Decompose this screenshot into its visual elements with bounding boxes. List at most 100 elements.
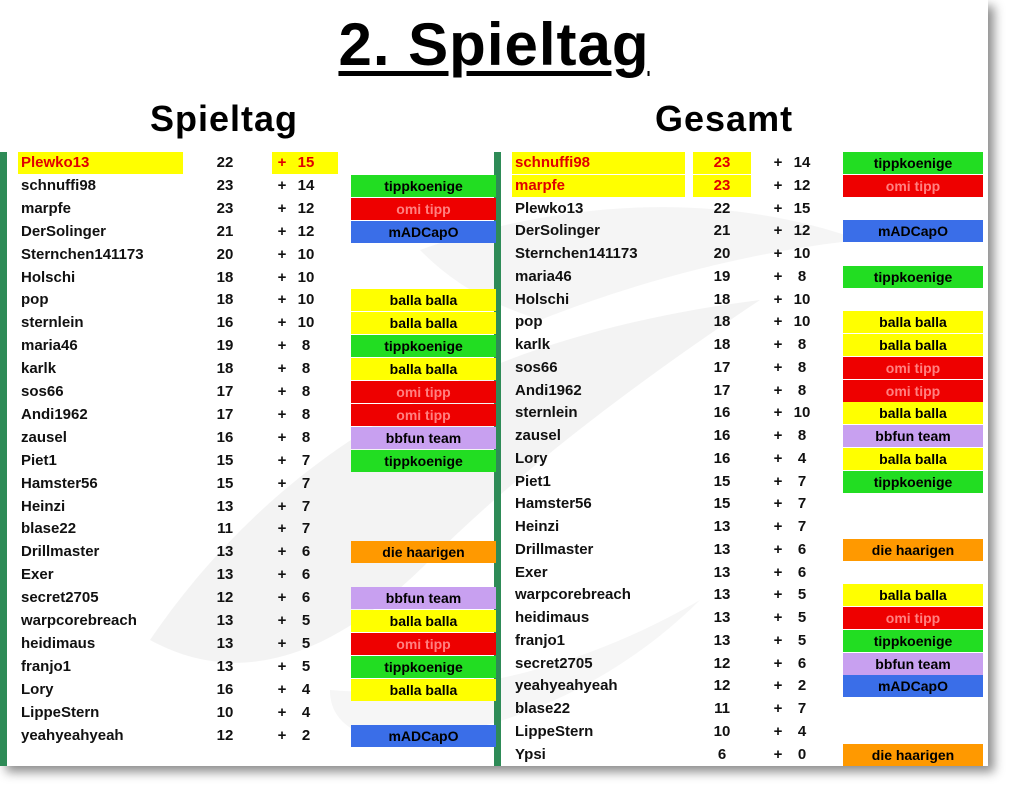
spieltag-row-score: 20 [216, 245, 234, 263]
gesamt-row-points: 7 [797, 700, 807, 717]
spieltag-row-points: 8 [301, 337, 311, 355]
gesamt-row-score: 20 [713, 245, 731, 262]
gesamt-row-points: 7 [797, 472, 807, 490]
gesamt-row-name: maria46 [515, 267, 572, 285]
gesamt-heading: Gesamt [655, 98, 794, 139]
gesamt-row-team: die haarigen [843, 743, 983, 766]
spieltag-row-score: 13 [216, 612, 234, 629]
spieltag-row-score: 16 [216, 314, 234, 332]
gesamt-row-team: balla balla [843, 402, 983, 425]
spieltag-row-score: 23 [216, 176, 234, 194]
gesamt-row-team: omi tipp [843, 174, 983, 197]
spieltag-row-team: balla balla [351, 678, 496, 701]
gesamt-row-score: 23 [693, 174, 751, 197]
spieltag-row-score: 13 [216, 566, 234, 584]
gesamt-row-name: marpfe [512, 174, 685, 197]
gesamt-row-team: omi tipp [843, 379, 983, 402]
spieltag-row-name: schnuffi98 [21, 176, 97, 194]
spieltag-row-team: balla balla [351, 610, 496, 632]
spieltag-row-points: 8 [301, 360, 311, 378]
gesamt-row-name: DerSolinger [515, 222, 601, 240]
gesamt-row-points: 5 [797, 586, 807, 604]
gesamt-row: Piet1 15 +7 tippkoenige [0, 470, 988, 493]
spieltag-row-name: Andi1962 [21, 405, 88, 423]
spieltag-row-name: yeahyeahyeah [21, 726, 124, 744]
gesamt-row-name: Plewko13 [515, 199, 584, 217]
spieltag-row-score: 16 [216, 428, 234, 446]
gesamt-row-plus: + [773, 336, 783, 353]
gesamt-row-team: tippkoenige [843, 265, 983, 288]
gesamt-row-points: 8 [797, 427, 807, 444]
gesamt-row-plus: + [773, 472, 783, 490]
gesamt-row-score: 6 [717, 745, 727, 763]
spieltag-row-score: 13 [216, 657, 234, 675]
gesamt-row-plus: + [773, 222, 783, 240]
spieltag-row: DerSolinger 21 +12 mADCapO [0, 220, 988, 243]
gesamt-row-plus: + [773, 700, 783, 717]
gesamt-row-score: 16 [713, 449, 731, 467]
gesamt-row-points: 10 [793, 290, 811, 308]
spieltag-row-points: 10 [297, 245, 315, 263]
spieltag-row-plus: + [277, 543, 287, 561]
watermark-logo [150, 300, 760, 663]
spieltag-row-plus: + [277, 657, 287, 675]
spieltag-row-plus: + [277, 428, 287, 446]
gesamt-row-plus: + [773, 563, 783, 581]
gesamt-row-points: 8 [797, 267, 807, 285]
spieltag-row-score: 22 [216, 154, 234, 171]
gesamt-row: sos66 17 +8 omi tipp [0, 356, 988, 379]
gesamt-row-points: 10 [793, 404, 811, 422]
spieltag-row-score: 23 [216, 199, 234, 217]
spieltag-row-plus: + [277, 612, 287, 629]
gesamt-row-team [843, 721, 983, 743]
gesamt-row-score: 23 [693, 152, 751, 174]
spieltag-row: schnuffi98 23 +14 tippkoenige [0, 174, 988, 197]
spieltag-heading: Spieltag [150, 98, 299, 139]
spieltag-row-team: balla balla [351, 312, 496, 335]
gesamt-row: Ypsi 6 +0 die haarigen [0, 743, 988, 766]
gesamt-row-team: tippkoenige [843, 629, 983, 652]
spieltag-row-name: Holschi [21, 268, 76, 286]
spieltag-row-plus: + [277, 566, 287, 584]
gesamt-row-score: 16 [713, 404, 731, 422]
spieltag-row-plus: + [277, 703, 287, 721]
gesamt-row-team [843, 562, 983, 584]
spieltag-row-team: balla balla [351, 358, 496, 381]
gesamt-row-points: 7 [797, 495, 807, 513]
gesamt-row-name: zausel [515, 427, 561, 444]
spieltag-row-name: heidimaus [21, 634, 96, 652]
gesamt-row-points: 10 [793, 245, 811, 262]
gesamt-row-points: 15 [793, 199, 811, 217]
spieltag-row-name: sternlein [21, 314, 84, 332]
gesamt-row-name: LippeStern [515, 722, 594, 740]
spieltag-row-name: LippeStern [21, 703, 100, 721]
spieltag-row-score: 16 [216, 680, 234, 698]
gesamt-row: Sternchen141173 20 +10 [0, 243, 988, 265]
gesamt-row-plus: + [773, 540, 783, 558]
spieltag-row: secret2705 12 +6 bbfun team [0, 587, 988, 610]
gesamt-row: Holschi 18 +10 [0, 289, 988, 311]
spieltag-row-team: omi tipp [351, 403, 496, 426]
spieltag-divider-bar [0, 152, 7, 766]
gesamt-row-score: 19 [713, 267, 731, 285]
spieltag-row-name: karlk [21, 360, 57, 378]
gesamt-row-score: 15 [713, 495, 731, 513]
gesamt-row-name: pop [515, 313, 543, 331]
gesamt-row: Heinzi 13 +7 [0, 516, 988, 538]
spieltag-row-points: 6 [301, 543, 311, 561]
gesamt-row-team [843, 289, 983, 311]
spieltag-row: Piet1 15 +7 tippkoenige [0, 449, 988, 472]
gesamt-row-score: 13 [713, 631, 731, 649]
spieltag-row-name: Heinzi [21, 497, 66, 515]
gesamt-row-points: 6 [797, 654, 807, 672]
gesamt-row: pop 18 +10 balla balla [0, 311, 988, 334]
gesamt-row-name: Hamster56 [515, 495, 592, 513]
spieltag-row-points: 4 [301, 680, 311, 698]
spieltag-row-plus: + [277, 268, 287, 286]
spieltag-row-score: 11 [217, 520, 233, 538]
spieltag-row-plus: + [277, 634, 287, 652]
gesamt-row-name: Drillmaster [515, 540, 594, 558]
spieltag-row-team: tippkoenige [351, 174, 496, 197]
gesamt-row-name: Heinzi [515, 518, 560, 535]
spieltag-row-plus: + [277, 497, 287, 515]
